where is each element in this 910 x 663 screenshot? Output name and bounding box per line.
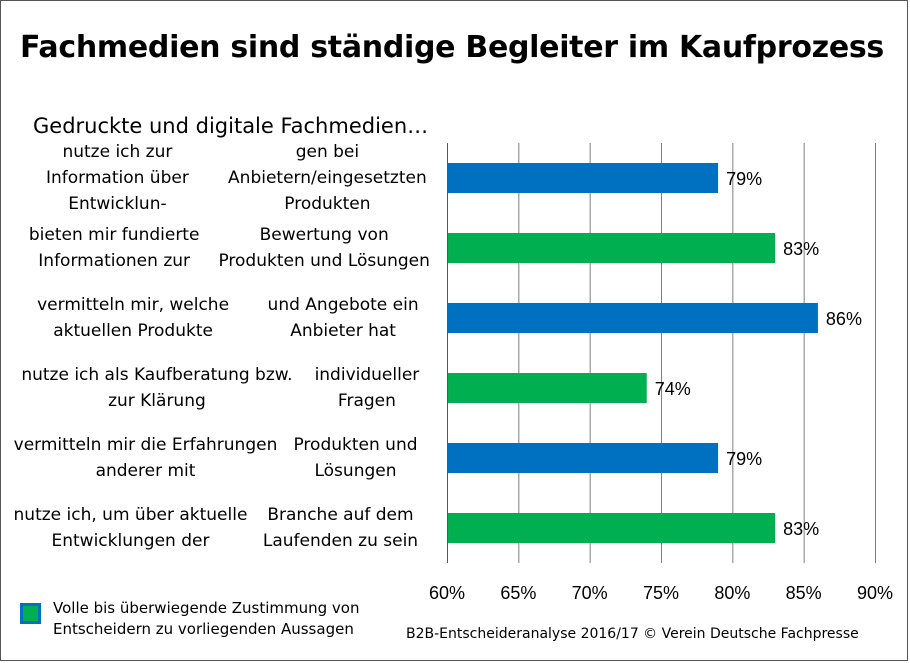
category-label-line: Branche auf dem Laufenden zu sein: [262, 505, 419, 551]
category-label-line: bieten mir fundierte Informationen zur: [28, 225, 200, 271]
bar: [448, 233, 776, 263]
category-label-line: vermitteln mir, welche aktuellen Produkt…: [37, 295, 230, 341]
data-label: 74%: [655, 379, 691, 399]
category-label: nutze ich, um über aktuelle Entwicklunge…: [12, 498, 432, 558]
category-label: nutze ich als Kaufberatung bzw. zur Klär…: [12, 358, 432, 418]
legend-swatch: [20, 603, 41, 624]
category-label-line: nutze ich zur Information über Entwicklu…: [45, 142, 189, 214]
legend-text: Volle bis überwiegende Zustimmung von En…: [53, 598, 359, 640]
bar: [448, 163, 719, 193]
category-label: bieten mir fundierte Informationen zur Be…: [12, 218, 432, 278]
source-note: B2B-Entscheideranalyse 2016/17 © Verein …: [406, 626, 859, 642]
category-label-line: Bewertung von Produkten und Lösungen: [218, 225, 430, 271]
bar: [448, 303, 818, 333]
category-label: nutze ich zur Information über Entwicklu…: [12, 142, 432, 214]
x-tick-label: 60%: [429, 583, 465, 603]
category-label-line: nutze ich als Kaufberatung bzw. zur Klär…: [21, 365, 293, 411]
chart-subtitle: Gedruckte und digitale Fachmedien…: [33, 114, 429, 138]
data-label: 79%: [726, 449, 762, 469]
data-label: 86%: [826, 309, 862, 329]
x-tick-label: 85%: [786, 583, 822, 603]
data-label: 83%: [783, 239, 819, 259]
legend-line: Volle bis überwiegende Zustimmung von: [53, 599, 360, 617]
data-label: 79%: [726, 169, 762, 189]
bar: [448, 443, 719, 473]
bar: [448, 513, 776, 543]
category-label: vermitteln mir die Erfahrungen anderer m…: [12, 428, 432, 488]
x-tick-label: 65%: [500, 583, 536, 603]
legend-line: Entscheidern zu vorliegenden Aussagen: [53, 620, 354, 638]
data-label: 83%: [783, 519, 819, 539]
category-label-line: gen bei Anbietern/eingesetzten Produkten: [228, 142, 427, 214]
category-label-line: individueller Fragen: [314, 365, 420, 411]
category-label-line: vermitteln mir die Erfahrungen anderer m…: [13, 435, 278, 481]
category-label-line: Produkten und Lösungen: [293, 435, 418, 481]
category-label: vermitteln mir, welche aktuellen Produkt…: [12, 288, 432, 348]
category-label-line: nutze ich, um über aktuelle Entwicklunge…: [13, 505, 248, 551]
x-tick-label: 90%: [857, 583, 893, 603]
x-tick-label: 75%: [643, 583, 679, 603]
chart-title: Fachmedien sind ständige Begleiter im Ka…: [20, 30, 884, 65]
x-tick-label: 80%: [714, 583, 750, 603]
x-tick-label: 70%: [572, 583, 608, 603]
bar: [448, 373, 647, 403]
category-label-line: und Angebote ein Anbieter hat: [267, 295, 419, 341]
